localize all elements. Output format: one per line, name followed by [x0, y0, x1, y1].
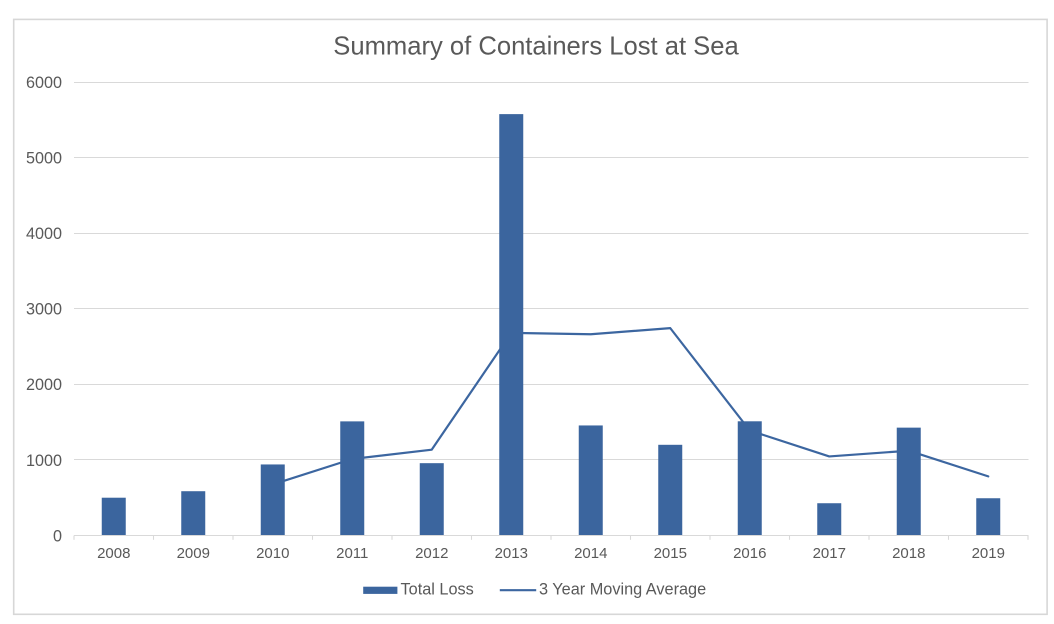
svg-text:2010: 2010	[256, 545, 289, 562]
svg-text:Summary of Containers Lost at: Summary of Containers Lost at Sea	[333, 33, 739, 61]
svg-text:2019: 2019	[972, 545, 1005, 562]
svg-text:2012: 2012	[415, 545, 448, 562]
svg-text:2018: 2018	[892, 545, 925, 562]
svg-text:0: 0	[53, 527, 62, 545]
svg-text:3 Year Moving Average: 3 Year Moving Average	[539, 581, 706, 599]
svg-text:2000: 2000	[26, 376, 62, 394]
svg-text:2008: 2008	[97, 545, 130, 562]
svg-text:6000: 6000	[26, 74, 62, 92]
svg-text:4000: 4000	[26, 225, 62, 243]
svg-text:5000: 5000	[26, 150, 62, 168]
svg-text:1000: 1000	[26, 452, 62, 470]
svg-text:2016: 2016	[733, 545, 766, 562]
svg-text:3000: 3000	[26, 301, 62, 319]
svg-text:2009: 2009	[177, 545, 210, 562]
svg-text:2013: 2013	[495, 545, 528, 562]
svg-text:Total Loss: Total Loss	[401, 581, 474, 599]
svg-text:2011: 2011	[336, 545, 368, 562]
svg-text:2014: 2014	[574, 545, 607, 562]
svg-text:2015: 2015	[654, 545, 687, 562]
svg-text:2017: 2017	[813, 545, 846, 562]
